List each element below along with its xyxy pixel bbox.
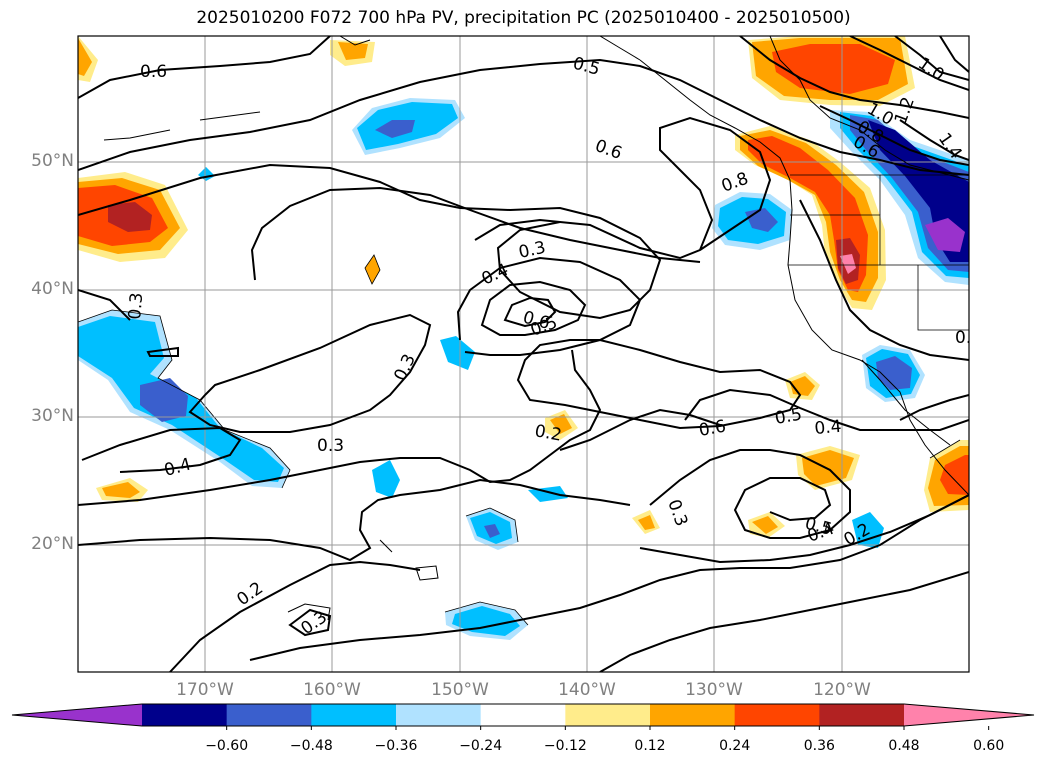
colorbar-tick-label: −0.48 bbox=[289, 738, 333, 754]
colorbar-tick-label: 0.48 bbox=[888, 738, 920, 754]
colorbar-segment bbox=[396, 704, 482, 726]
lon-label-120w: 120°W bbox=[813, 680, 871, 700]
map-frame bbox=[77, 35, 970, 673]
lon-label-130w: 130°W bbox=[685, 680, 743, 700]
contour-label: 0.3 bbox=[317, 436, 344, 456]
colorbar-tick-label: 0.60 bbox=[973, 738, 1005, 754]
colorbar-tick-label: −0.60 bbox=[205, 738, 249, 754]
lat-label-40n: 40°N bbox=[31, 279, 74, 299]
colorbar-segment bbox=[734, 704, 820, 726]
colorbar-tick-label: 0.12 bbox=[634, 738, 666, 754]
contour-label: 0.3 bbox=[125, 292, 147, 321]
colorbar-segment bbox=[650, 704, 736, 726]
colorbar-tick-label: −0.36 bbox=[374, 738, 418, 754]
precipitation-shading bbox=[78, 36, 969, 640]
lat-label-30n: 30°N bbox=[31, 406, 74, 426]
contour-label: 0.6 bbox=[955, 328, 982, 348]
colorbar-extend-high bbox=[904, 704, 1034, 726]
lon-label-170w: 170°W bbox=[176, 680, 234, 700]
colorbar-segment bbox=[480, 704, 566, 726]
coastlines bbox=[103, 36, 969, 621]
shading-outlines bbox=[78, 254, 961, 626]
colorbar-tick-label: 0.24 bbox=[719, 738, 751, 754]
graticule bbox=[78, 36, 969, 672]
colorbar-segment bbox=[142, 704, 228, 726]
colorbar-tick-label: 0.36 bbox=[803, 738, 835, 754]
colorbar-outline bbox=[11, 703, 1035, 727]
map-title: 2025010200 F072 700 hPa PV, precipitatio… bbox=[196, 8, 851, 28]
colorbar-segment bbox=[311, 704, 397, 726]
lat-label-50n: 50°N bbox=[31, 151, 74, 171]
contour-label: 0.6 bbox=[140, 62, 167, 82]
colorbar-segment bbox=[819, 704, 905, 726]
map-plot-area: 0.6 0.5 1.0 1.2 1.0 0.8 0.6 1.4 0.6 0.8 … bbox=[78, 36, 982, 672]
colorbar bbox=[11, 703, 1035, 730]
pv-contours bbox=[78, 36, 969, 672]
colorbar-segment bbox=[565, 704, 651, 726]
colorbar-extend-low bbox=[12, 704, 142, 726]
contour-label: 0.4 bbox=[814, 417, 843, 439]
colorbar-tick-label: −0.24 bbox=[459, 738, 503, 754]
colorbar-segment bbox=[226, 704, 312, 726]
lon-label-160w: 160°W bbox=[303, 680, 361, 700]
contour-label: 0.2 bbox=[533, 421, 563, 445]
lon-label-150w: 150°W bbox=[431, 680, 489, 700]
contour-label: 0.5 bbox=[773, 405, 803, 429]
lat-label-20n: 20°N bbox=[31, 534, 74, 554]
colorbar-tick-label: −0.12 bbox=[543, 738, 587, 754]
lon-label-140w: 140°W bbox=[558, 680, 616, 700]
contour-label: 0.6 bbox=[697, 417, 727, 441]
